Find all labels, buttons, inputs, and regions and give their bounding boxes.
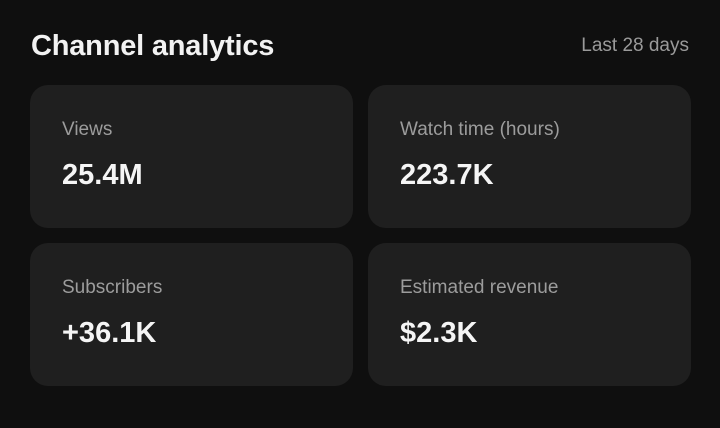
- metric-card-watch-time[interactable]: Watch time (hours) 223.7K: [368, 85, 691, 228]
- metric-label: Estimated revenue: [400, 277, 559, 298]
- metric-card-estimated-revenue[interactable]: Estimated revenue $2.3K: [368, 243, 691, 386]
- metric-value: 25.4M: [62, 159, 143, 191]
- metric-card-views[interactable]: Views 25.4M: [30, 85, 353, 228]
- metric-value: 223.7K: [400, 159, 494, 191]
- page-title: Channel analytics: [31, 29, 275, 62]
- date-range-selector[interactable]: Last 28 days: [581, 35, 689, 56]
- metric-label: Watch time (hours): [400, 119, 560, 140]
- metric-label: Views: [62, 119, 113, 140]
- metric-card-subscribers[interactable]: Subscribers +36.1K: [30, 243, 353, 386]
- metrics-grid: Views 25.4M Watch time (hours) 223.7K Su…: [30, 85, 691, 386]
- metric-value: +36.1K: [62, 317, 157, 349]
- metric-label: Subscribers: [62, 277, 163, 298]
- analytics-header: Channel analytics Last 28 days: [31, 24, 689, 68]
- metric-value: $2.3K: [400, 317, 478, 349]
